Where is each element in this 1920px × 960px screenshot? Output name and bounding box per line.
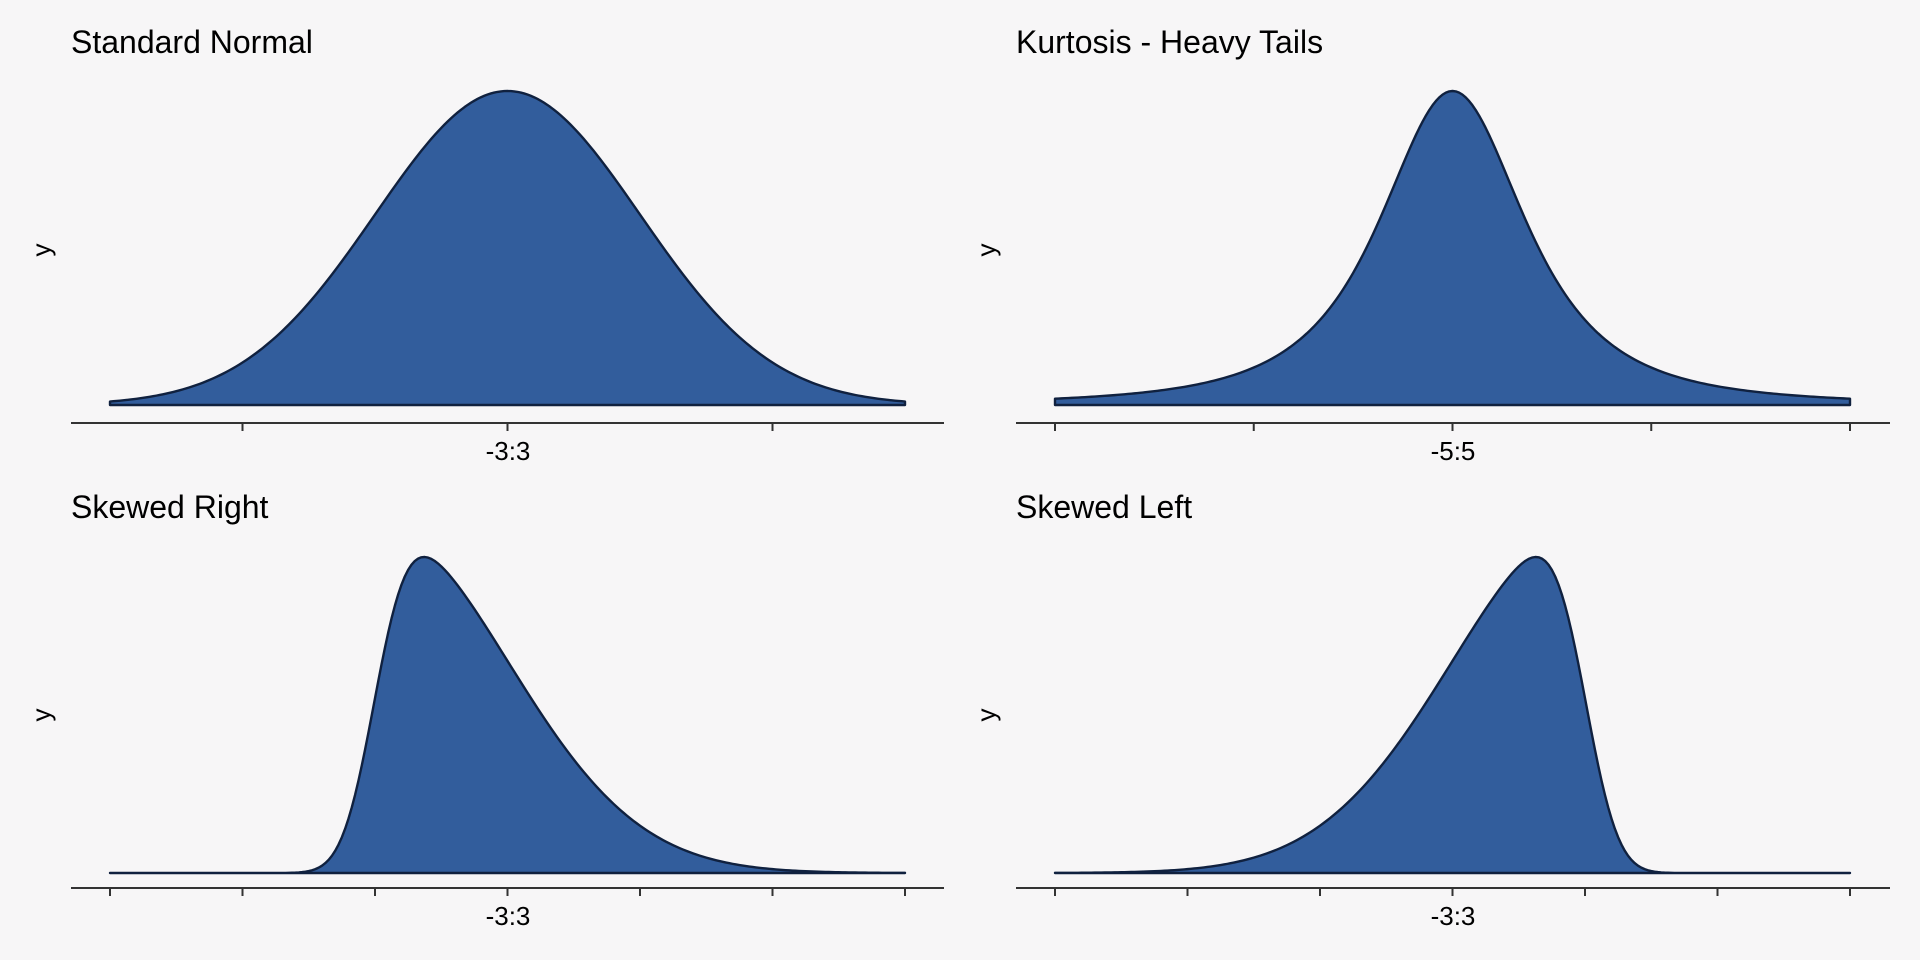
- x-axis-ticks: [241, 423, 774, 431]
- density-area: [108, 89, 907, 407]
- panel-title: Kurtosis - Heavy Tails: [1016, 24, 1323, 60]
- panel-heavy-tails: Kurtosis - Heavy Tails y -5:5: [971, 24, 1890, 466]
- y-axis-label: y: [971, 244, 1001, 257]
- x-axis-label: -3:3: [1431, 901, 1476, 931]
- x-axis-ticks: [109, 888, 906, 896]
- density-area: [1053, 555, 1852, 875]
- panel-standard-normal: Standard Normal y -3:3: [26, 24, 944, 466]
- x-axis-label: -5:5: [1431, 436, 1476, 466]
- density-area: [1053, 89, 1852, 407]
- y-axis-label: y: [971, 709, 1001, 722]
- y-axis-label: y: [26, 244, 56, 257]
- x-axis-label: -3:3: [486, 901, 531, 931]
- x-axis-label: -3:3: [486, 436, 531, 466]
- density-area: [108, 555, 907, 875]
- panel-title: Skewed Right: [71, 489, 269, 525]
- panel-title: Standard Normal: [71, 24, 313, 60]
- x-axis-ticks: [1054, 423, 1851, 431]
- y-axis-label: y: [26, 709, 56, 722]
- x-axis-ticks: [1054, 888, 1851, 896]
- panel-skewed-right: Skewed Right y -3:3: [26, 489, 944, 931]
- panel-title: Skewed Left: [1016, 489, 1192, 525]
- panel-skewed-left: Skewed Left y -3:3: [971, 489, 1890, 931]
